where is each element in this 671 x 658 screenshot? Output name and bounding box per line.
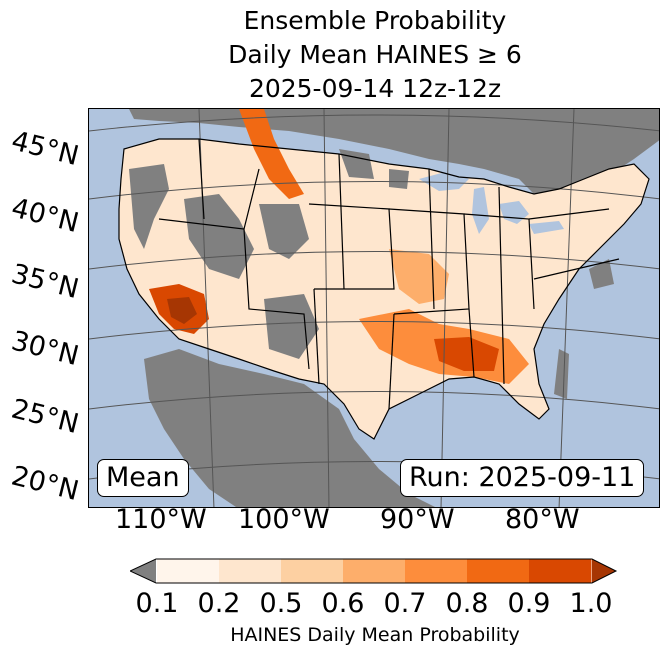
colorbar-tick-0: 0.1 [135,588,179,619]
colorbar-tick-4: 0.7 [383,588,427,619]
map-canvas [89,109,659,507]
colorbar-segment [529,559,592,583]
lon-label-100: 100°W [238,504,330,535]
colorbar [130,558,618,584]
lat-label-20: 20°N [8,460,82,508]
colorbar-tick-6: 0.9 [507,588,551,619]
colorbar-segment [343,559,406,583]
canada-land [129,109,659,204]
title-line-3: 2025-09-14 12z-12z [248,74,502,103]
colorbar-segment [405,559,468,583]
mexico-land [144,349,435,507]
colorbar-tick-5: 0.8 [445,588,489,619]
colorbar-segment [219,559,282,583]
lat-label-35: 35°N [8,258,82,306]
prob-band-mid-south [389,249,449,304]
lon-label-90: 90°W [380,504,455,535]
colorbar-under-arrow [130,559,156,583]
no-data-scattered [339,149,614,399]
probability-map [88,108,660,508]
colorbar-label: HAINES Daily Mean Probability [230,624,520,646]
title-line-1: Ensemble Probability [243,6,507,35]
prob-band-northern-rockies [239,109,304,199]
lat-label-40: 40°N [8,192,82,240]
lat-label-25: 25°N [8,393,82,441]
lat-label-45: 45°N [8,125,82,173]
great-lakes [419,171,564,234]
prob-band-gulf-core [434,337,499,371]
run-label-box: Run: 2025-09-11 [400,459,645,497]
no-data-west [129,164,319,359]
colorbar-tick-2: 0.5 [259,588,303,619]
colorbar-tick-7: 1.0 [569,588,613,619]
mean-label-box: Mean [97,459,189,497]
colorbar-segment [157,559,220,583]
colorbar-segment [467,559,530,583]
colorbar-tick-1: 0.2 [197,588,241,619]
colorbar-outline [130,558,618,584]
lon-label-110: 110°W [115,504,207,535]
title-line-2: Daily Mean HAINES ≥ 6 [228,40,522,69]
state-borders [118,138,650,440]
lat-label-30: 30°N [8,325,82,373]
lon-label-80: 80°W [505,504,580,535]
colorbar-over-arrow [592,559,616,583]
prob-band-southwest-core [167,297,197,324]
colorbar-segment [281,559,344,583]
colorbar-tick-3: 0.6 [321,588,365,619]
